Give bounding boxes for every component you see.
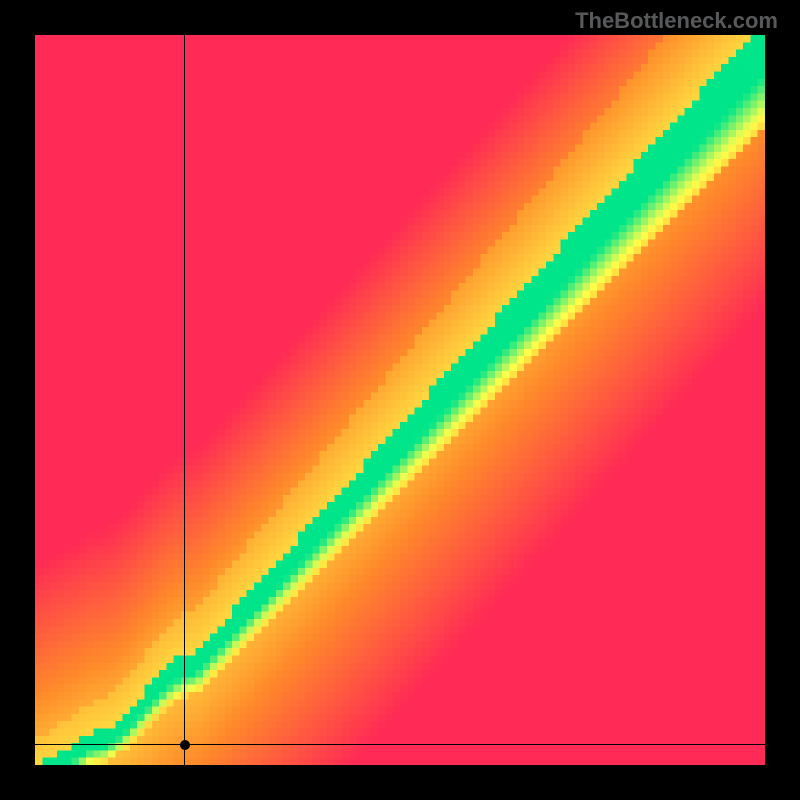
crosshair-dot bbox=[180, 740, 190, 750]
heatmap-canvas bbox=[35, 35, 765, 765]
watermark-text: TheBottleneck.com bbox=[575, 8, 778, 34]
crosshair-horizontal bbox=[35, 744, 765, 745]
crosshair-vertical bbox=[184, 35, 185, 765]
